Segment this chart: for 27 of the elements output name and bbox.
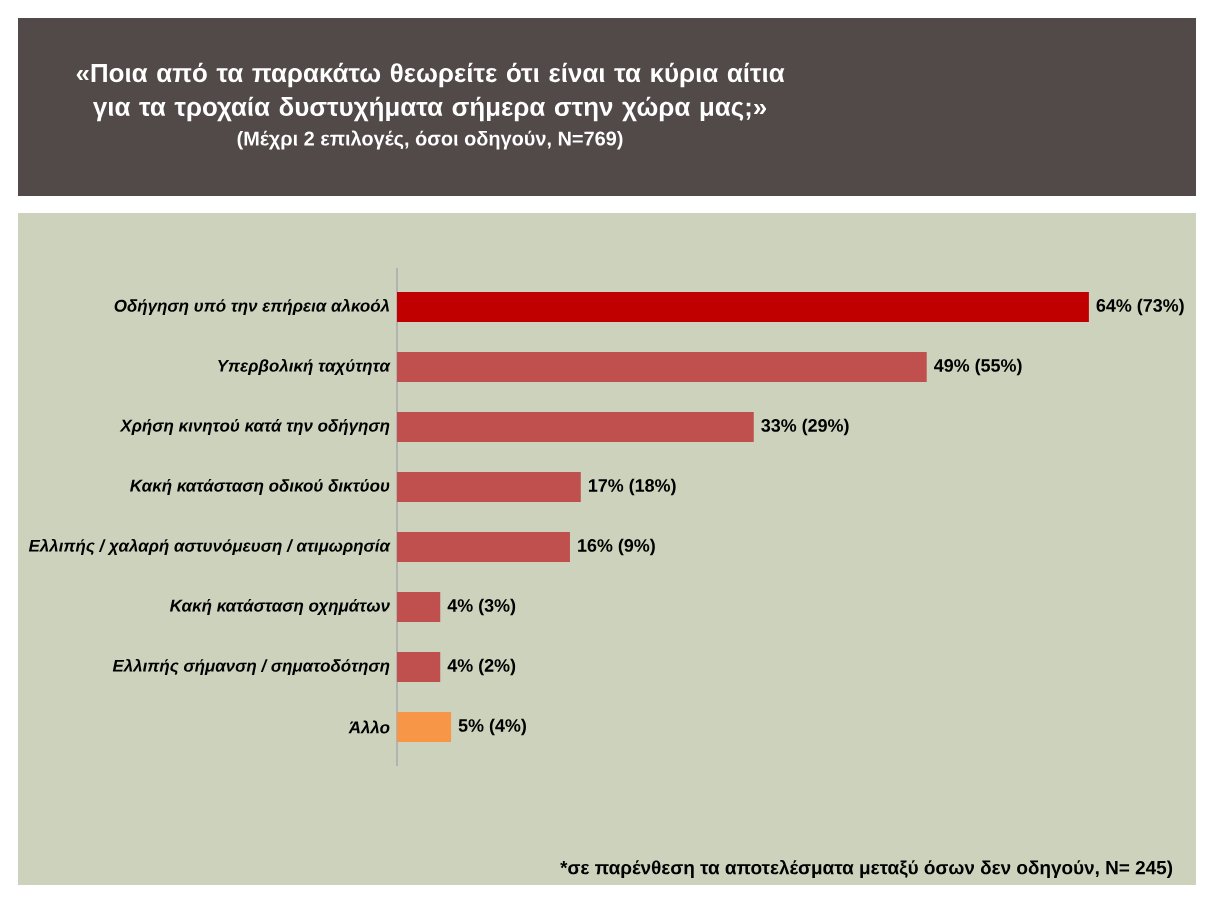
bar — [397, 592, 441, 623]
bar — [397, 472, 581, 503]
y-tick-label: Υπερβολική ταχύτητα — [218, 358, 391, 376]
text: *σε παρένθεση τα αποτελέσματα μεταξύ όσων δεν οδηγούν, N= 245) — [560, 859, 1173, 879]
data-label: 49% (55%) — [934, 358, 1022, 376]
chart-title: «Ποια από τα παρακάτω θεωρείτε ότι είναι τα κύρια αίτια για τα τροχαία δυστυχήματα σήμερα στην χώρα μας;» — [76, 62, 785, 122]
y-tick-label: Άλλο — [348, 720, 390, 734]
bar — [397, 712, 452, 743]
data-label: 17% (18%) — [588, 478, 676, 496]
bar — [397, 652, 441, 683]
chart-subtitle: (Μέχρι 2 επιλογές, όσοι οδηγούν, N=769) — [237, 130, 623, 150]
y-tick-label: Ελλιπής / χαλαρή αστυνόμευση / ατιμωρησία — [28, 538, 391, 556]
data-label: 4% (3%) — [447, 598, 516, 616]
data-label: 64% (73%) — [1096, 298, 1184, 316]
bar — [397, 412, 754, 443]
data-label: 33% (29%) — [761, 418, 849, 436]
y-tick-label: Ελλιπής σήμανση / σηματοδότηση — [112, 658, 390, 676]
bar — [397, 532, 570, 563]
y-tick-label: Οδήγηση υπό την επήρεια αλκοόλ — [114, 298, 389, 316]
y-tick-label: Κακή κατάσταση οδικού δικτύου — [130, 479, 390, 495]
bar — [397, 292, 1089, 323]
y-tick-label: Κακή κατάσταση οχημάτων — [169, 599, 390, 615]
data-label: 5% (4%) — [458, 718, 526, 736]
data-label: 4% (2%) — [447, 658, 516, 676]
data-label: 16% (9%) — [578, 538, 655, 556]
bar — [397, 352, 927, 383]
y-tick-label: Χρήση κινητού κατά την οδήγηση — [119, 419, 390, 435]
